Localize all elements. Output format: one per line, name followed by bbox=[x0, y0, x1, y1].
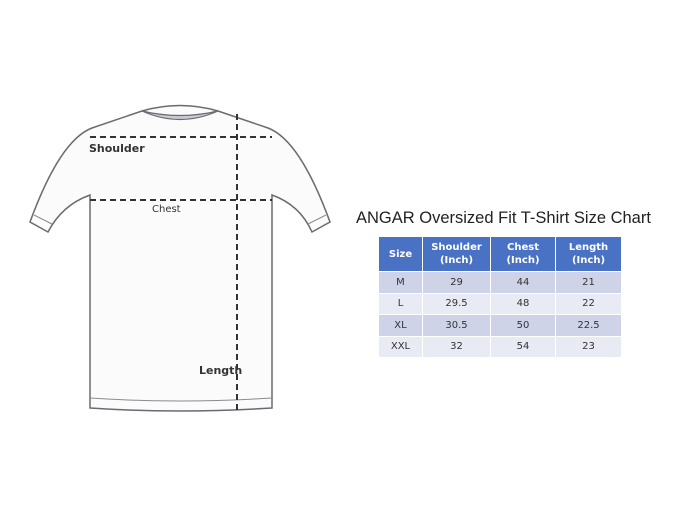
table-row: M 29 44 21 bbox=[378, 271, 622, 294]
table-row: XXL 32 54 23 bbox=[378, 335, 622, 358]
tshirt-outline bbox=[29, 104, 331, 412]
chest-label: Chest bbox=[152, 204, 181, 215]
size-table: Size Shoulder (Inch) Chest (Inch) Length (I… bbox=[378, 236, 622, 358]
collar bbox=[141, 110, 219, 120]
header-chest: Chest (Inch) bbox=[490, 236, 556, 272]
table-row: XL 30.5 50 22.5 bbox=[378, 314, 622, 337]
header-size: Size bbox=[378, 236, 423, 272]
header-shoulder: Shoulder (Inch) bbox=[422, 236, 491, 272]
chart-title: ANGAR Oversized Fit T-Shirt Size Chart bbox=[356, 209, 651, 227]
table-row: L 29.5 48 22 bbox=[378, 292, 622, 315]
header-length: Length (Inch) bbox=[555, 236, 622, 272]
shoulder-label: Shoulder bbox=[89, 142, 145, 155]
table-header-row: Size Shoulder (Inch) Chest (Inch) Length (I… bbox=[378, 236, 622, 272]
length-label: Length bbox=[199, 364, 243, 377]
